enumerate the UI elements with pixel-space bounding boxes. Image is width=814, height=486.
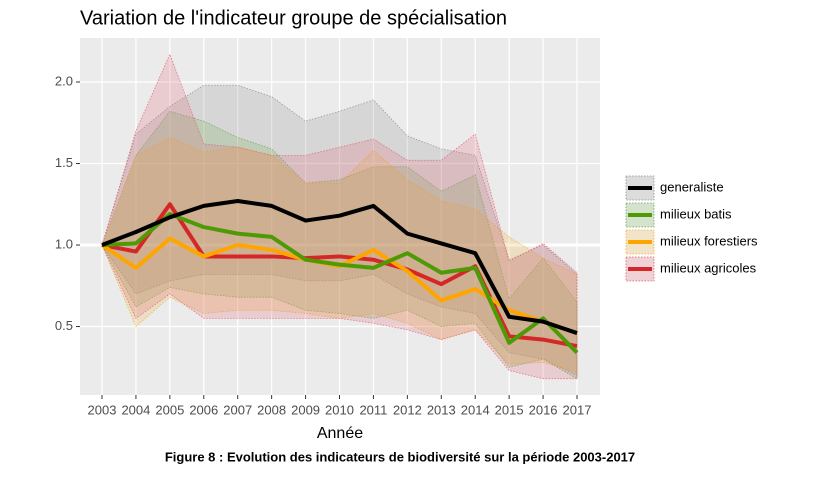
x-tick-label: 2010 (325, 402, 354, 417)
y-tick-label: 1.5 (55, 155, 73, 170)
y-tick-label: 2.0 (55, 73, 73, 88)
x-tick-label: 2009 (291, 402, 320, 417)
x-tick-label: 2008 (257, 402, 286, 417)
x-tick-label: 2016 (529, 402, 558, 417)
x-tick-label: 2017 (563, 402, 592, 417)
y-tick-label: 0.5 (55, 318, 73, 333)
legend-label: milieux forestiers (660, 233, 758, 248)
x-tick-label: 2003 (88, 402, 117, 417)
y-tick-label: 1.0 (55, 236, 73, 251)
x-tick-label: 2013 (427, 402, 456, 417)
x-tick-label: 2004 (121, 402, 150, 417)
x-tick-label: 2014 (461, 402, 490, 417)
chart-title: Variation de l'indicateur groupe de spéc… (80, 7, 507, 29)
caption: Figure 8 : Evolution des indicateurs de … (165, 449, 635, 464)
x-tick-label: 2015 (495, 402, 524, 417)
x-tick-label: 2012 (393, 402, 422, 417)
legend: generaliste milieux batis milieux forestie… (625, 175, 758, 282)
x-axis-title: Année (317, 425, 363, 442)
legend-label: milieux agricoles (660, 260, 757, 275)
series-line (101, 199, 578, 335)
lines (100, 199, 579, 355)
x-tick-label: 2006 (189, 402, 218, 417)
legend-label: milieux batis (660, 206, 732, 221)
axes: 0.5 1.0 1.5 2.0 2003 2004 2005 2006 2007 2008 2009… (55, 73, 592, 417)
x-tick-label: 2005 (155, 402, 184, 417)
x-tick-label: 2007 (223, 402, 252, 417)
series-line (101, 212, 579, 355)
x-tick-label: 2011 (359, 402, 387, 417)
confidence-band (101, 110, 578, 380)
legend-label: generaliste (660, 179, 724, 194)
series-line (101, 202, 578, 349)
